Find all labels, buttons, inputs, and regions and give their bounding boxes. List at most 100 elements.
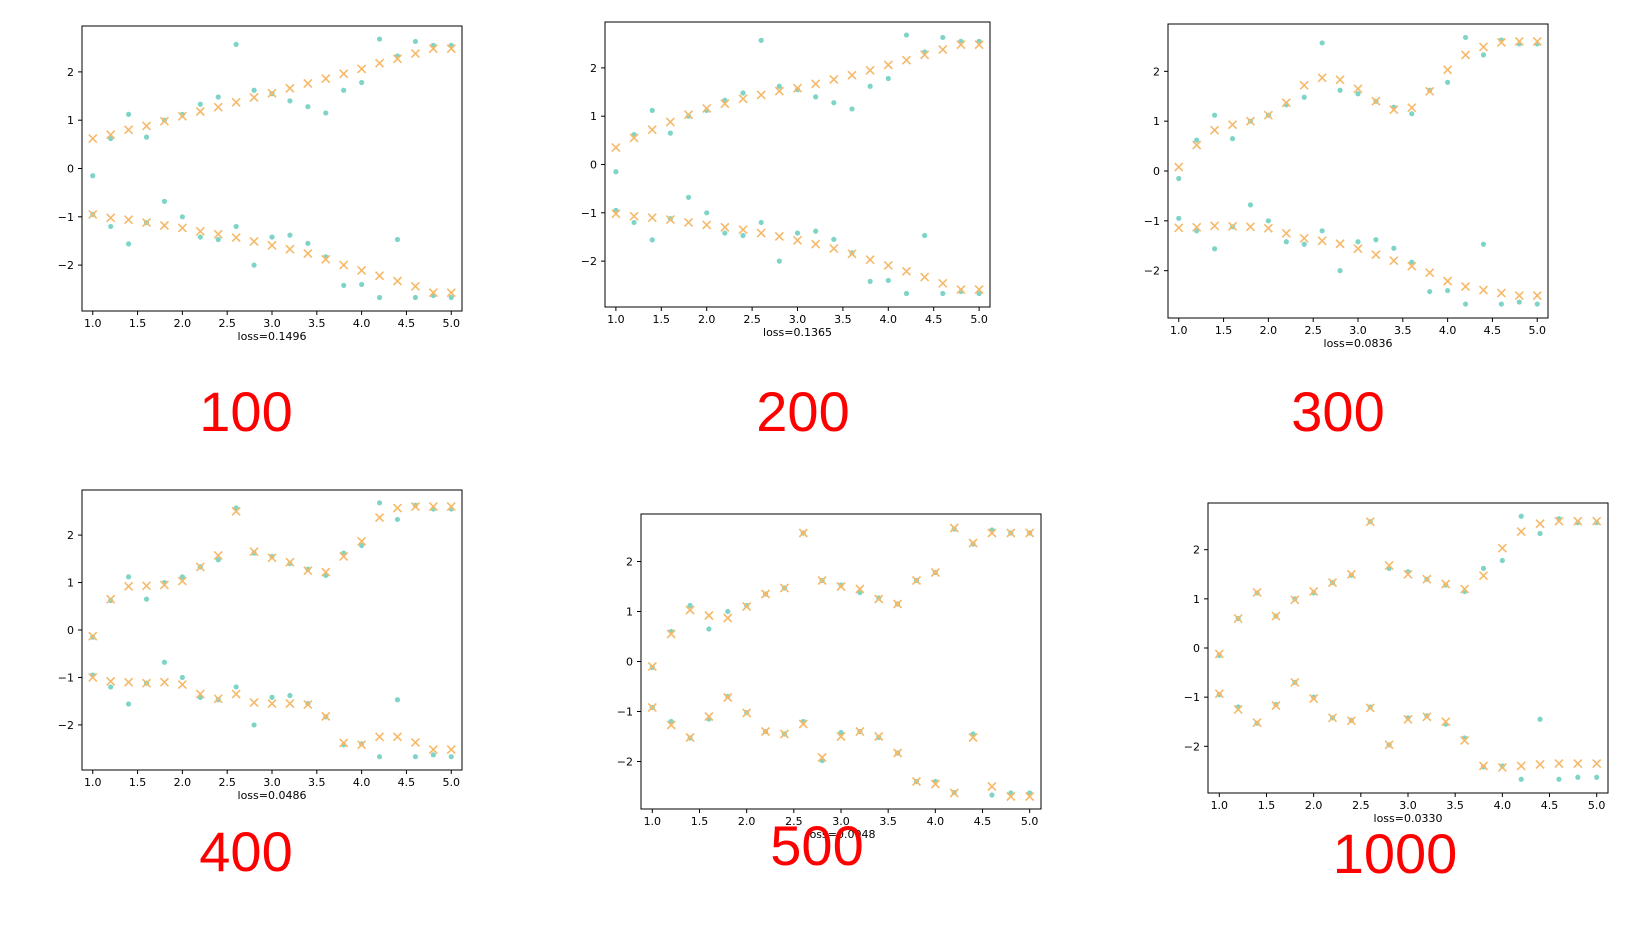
data-point-dot [448, 754, 454, 760]
data-point-dot [831, 236, 837, 242]
data-point-cross [774, 86, 784, 96]
cross-stroke [392, 503, 403, 513]
cross-stroke [1192, 222, 1202, 232]
data-point-dot [649, 237, 655, 243]
data-point-dot [143, 596, 150, 602]
data-point-dot [143, 134, 150, 140]
cross-stroke [949, 788, 959, 798]
data-point-cross [704, 610, 714, 621]
x-tick-label: 3.5 [1446, 799, 1464, 812]
data-point-cross [1317, 73, 1327, 83]
data-point-cross [647, 702, 657, 713]
data-point-cross [106, 213, 116, 223]
cross-stroke [267, 88, 277, 98]
cross-stroke [1478, 285, 1489, 295]
cross-stroke [1514, 291, 1524, 301]
cross-stroke [1309, 586, 1319, 597]
data-point-dot [885, 75, 891, 82]
data-point-cross [339, 551, 349, 562]
data-point-cross [1214, 689, 1224, 699]
x-tick-label: 4.0 [353, 776, 371, 789]
cross-stroke [446, 745, 456, 755]
data-point-cross [249, 547, 259, 557]
data-point-cross [1389, 256, 1399, 266]
x-tick-label: 5.0 [442, 776, 460, 789]
data-point-cross [195, 689, 205, 699]
cross-stroke [249, 92, 259, 103]
x-axis-label: loss=0.1496 [238, 330, 307, 343]
y-tick-label: 0 [626, 656, 633, 669]
cross-stroke [817, 752, 827, 763]
cross-stroke [702, 103, 712, 114]
data-point-cross [249, 698, 259, 708]
data-point-dot [1498, 301, 1504, 307]
x-tick-label: 2.5 [218, 317, 236, 330]
data-point-cross [1592, 758, 1602, 769]
data-point-cross [213, 694, 223, 704]
cross-stroke [720, 222, 730, 232]
data-point-cross [428, 745, 438, 755]
data-point-dot [1265, 218, 1271, 224]
data-point-cross [723, 613, 733, 623]
data-point-dot [1518, 513, 1524, 519]
data-point-cross [756, 228, 766, 238]
data-point-cross [1365, 703, 1375, 713]
y-tick-label: −2 [58, 719, 74, 732]
cross-stroke [321, 567, 331, 577]
cross-stroke [1290, 677, 1300, 687]
cross-stroke [339, 260, 349, 270]
x-tick-label: 1.0 [607, 313, 625, 326]
cross-stroke [1389, 256, 1399, 266]
data-point-cross [874, 731, 884, 742]
data-point-cross [702, 220, 712, 230]
data-point-cross [1535, 519, 1545, 529]
cross-stroke [1403, 714, 1413, 724]
y-tick-label: 2 [1193, 544, 1200, 557]
cross-stroke [930, 567, 940, 578]
data-point-dot [215, 94, 221, 100]
cross-stroke [1592, 516, 1602, 526]
data-point-cross [666, 720, 676, 730]
cross-stroke [1281, 228, 1291, 238]
cross-stroke [1365, 517, 1375, 527]
cross-stroke [195, 562, 205, 572]
cross-stroke [1371, 96, 1381, 106]
cross-stroke [629, 133, 639, 143]
data-point-dot [940, 34, 946, 41]
data-point-dot [197, 234, 203, 240]
data-point-cross [357, 740, 367, 750]
cross-stroke [249, 698, 259, 708]
cross-stroke [106, 130, 116, 140]
cross-stroke [855, 726, 865, 737]
cross-stroke [159, 677, 170, 687]
data-point-cross [723, 692, 733, 703]
data-point-cross [1496, 37, 1506, 48]
data-point-dot [287, 560, 293, 567]
x-tick-label: 5.0 [1588, 799, 1606, 812]
data-point-cross [124, 125, 134, 135]
cross-stroke [106, 213, 116, 223]
cross-stroke [611, 209, 621, 219]
iteration-caption: 500 [770, 814, 864, 877]
cross-stroke [702, 220, 712, 230]
data-point-cross [683, 110, 694, 120]
x-tick-label: 2.0 [698, 313, 716, 326]
y-tick-label: 1 [67, 114, 74, 127]
data-point-cross [357, 265, 367, 275]
data-point-cross [883, 60, 893, 70]
data-point-cross [213, 229, 223, 239]
data-point-dot [251, 722, 257, 728]
iteration-caption: 300 [1291, 380, 1385, 443]
data-point-dot [687, 602, 693, 609]
data-point-cross [1335, 75, 1345, 85]
x-tick-label: 2.0 [738, 815, 756, 828]
data-point-cross [987, 781, 997, 792]
cross-stroke [1252, 587, 1262, 598]
cross-stroke [195, 226, 205, 236]
data-point-dot [1462, 34, 1469, 41]
cross-stroke [1227, 120, 1238, 130]
cross-stroke [1497, 543, 1507, 553]
cross-stroke [1233, 613, 1243, 624]
data-point-cross [1443, 65, 1453, 75]
cross-stroke [738, 94, 748, 104]
